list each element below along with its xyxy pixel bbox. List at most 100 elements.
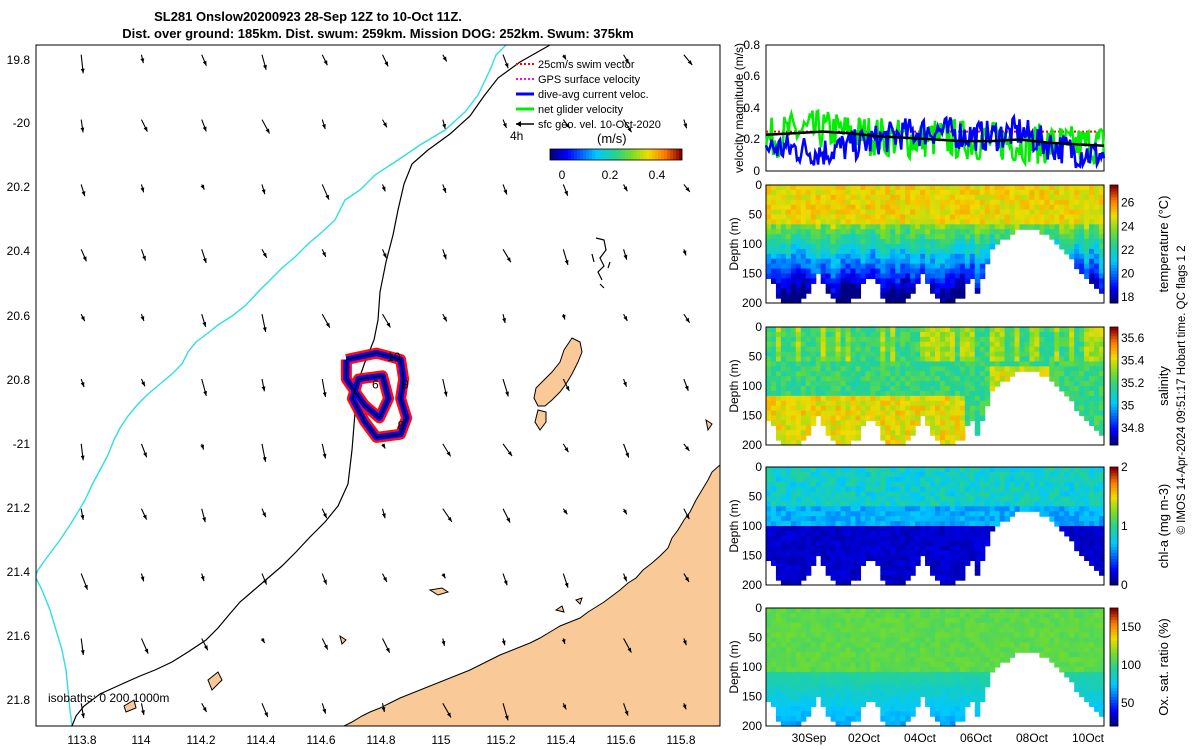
section-cell (1069, 496, 1075, 503)
section-cell (820, 263, 827, 270)
section-cell (984, 501, 991, 507)
section-cell (920, 263, 926, 270)
section-cell (865, 361, 871, 367)
section-cell (860, 420, 867, 426)
section-cell (785, 244, 792, 250)
section-cell (900, 476, 906, 483)
geo-vector-head (627, 647, 632, 653)
section-cell (1009, 366, 1016, 372)
section-cell (905, 390, 911, 397)
section-cell (860, 204, 867, 211)
section-cell (810, 686, 817, 693)
section-cell (989, 467, 996, 473)
section-cell (790, 652, 797, 658)
section-cell (1089, 395, 1095, 402)
section-cell (939, 229, 946, 235)
chla-colorbar-cell (1110, 528, 1118, 533)
section-cell (860, 622, 867, 629)
section-cell (850, 637, 857, 644)
section-cell (1039, 356, 1045, 363)
section-cell (1094, 496, 1100, 503)
geo-vector-head (140, 316, 145, 322)
geo-vector-head (202, 258, 207, 264)
section-cell (1029, 346, 1036, 353)
section-cell (810, 676, 817, 683)
section-cell (830, 608, 837, 614)
section-cell (865, 608, 871, 614)
section-cell (775, 467, 782, 473)
section-cell (905, 526, 911, 532)
section-cell (810, 486, 817, 493)
section-cell (900, 506, 906, 512)
map-y-tick: -21 (13, 437, 31, 451)
section-cell (775, 521, 782, 527)
section-cell (979, 229, 986, 235)
section-cell (910, 481, 916, 488)
section-cell (1094, 526, 1100, 532)
section-cell (810, 481, 817, 488)
section-cell (915, 351, 921, 358)
section-cell (860, 376, 867, 382)
legend-entry-dive: dive-avg current veloc. (538, 89, 649, 101)
section-cell (830, 288, 837, 294)
section-cell (880, 410, 886, 417)
section-cell (775, 550, 782, 557)
section-cell (1034, 501, 1040, 507)
section-cell (805, 696, 812, 703)
section-cell (920, 471, 926, 478)
section-cell (815, 239, 822, 245)
section-cell (835, 420, 842, 426)
section-cell (935, 390, 941, 397)
section-cell (944, 405, 951, 412)
section-cell (1064, 194, 1070, 201)
section-cell (925, 219, 931, 225)
section-cell (790, 194, 797, 201)
section-cell (935, 204, 941, 211)
geo-vector-head (140, 187, 145, 193)
section-cell (885, 194, 891, 201)
section-cell (915, 229, 921, 235)
section-cell (910, 253, 916, 260)
chla-colorbar-cell (1110, 520, 1118, 524)
section-cell (790, 405, 797, 412)
section-cell (905, 481, 911, 488)
section-cell (850, 224, 857, 230)
section-cell (770, 204, 777, 211)
section-cell (810, 194, 817, 201)
section-cell (880, 278, 886, 284)
section-cell (815, 642, 822, 648)
section-cell (984, 506, 991, 512)
section-cell (870, 652, 876, 658)
section-cell (800, 627, 807, 634)
section-cell (905, 219, 911, 225)
section-cell (766, 540, 772, 547)
section-cell (930, 425, 936, 431)
section-cell (1004, 486, 1011, 493)
section-cell (954, 185, 961, 191)
section-cell (785, 224, 792, 230)
section-cell (930, 268, 936, 275)
section-cell (845, 652, 852, 658)
section-cell (935, 386, 941, 392)
velocity-y-tick: 0.4 (743, 101, 760, 115)
salinity-colorbar-cell (1110, 412, 1118, 416)
section-cell (974, 199, 981, 206)
section-cell (805, 395, 812, 402)
section-cell (999, 501, 1006, 507)
section-cell (835, 481, 842, 488)
geo-vector-head (202, 517, 206, 523)
section-cell (1089, 253, 1095, 260)
isobath-note: isobaths: 0 200 1000m (48, 691, 169, 705)
section-cell (845, 435, 852, 441)
section-cell (1049, 516, 1055, 522)
salinity-colorbar-cell (1110, 338, 1118, 343)
section-cell (1074, 540, 1080, 547)
section-cell (1009, 361, 1016, 367)
section-cell (939, 580, 946, 586)
section-cell (865, 540, 871, 547)
section-cell (840, 293, 847, 299)
section-cell (944, 366, 951, 372)
section-cell (979, 405, 986, 412)
section-cell (1049, 371, 1055, 377)
section-cell (1099, 405, 1105, 412)
